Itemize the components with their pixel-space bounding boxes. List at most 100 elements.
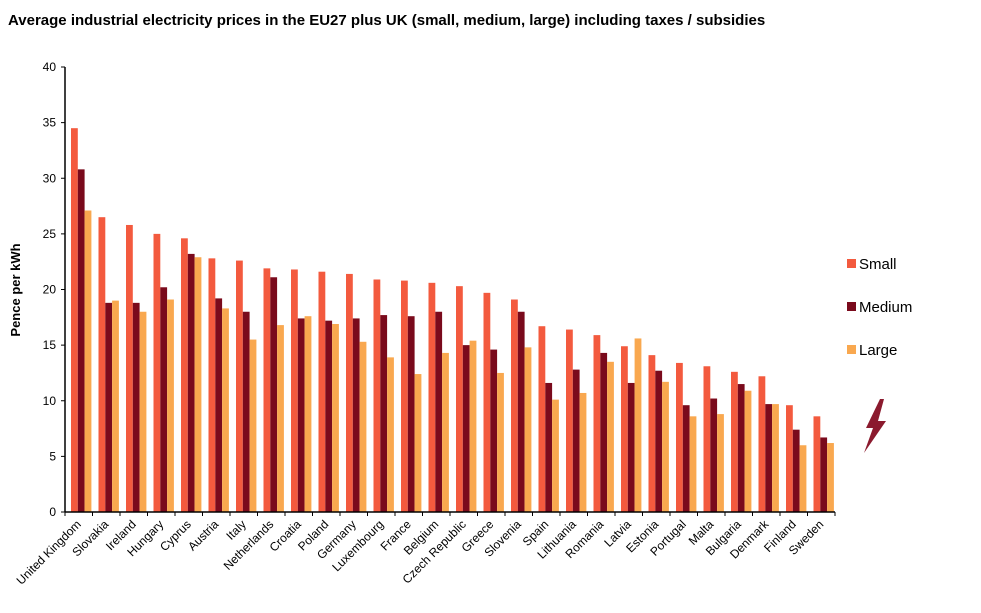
legend-label-small: Small [859, 256, 897, 273]
bar-small [181, 238, 188, 512]
bar-medium [270, 277, 278, 512]
bar-small [566, 329, 573, 512]
bar-medium [380, 315, 388, 512]
bar-small [428, 282, 436, 512]
x-tick-label: Cyprus [157, 517, 194, 554]
bar-small [98, 217, 106, 512]
bar-small [511, 299, 518, 512]
y-tick-label: 30 [43, 171, 57, 185]
bar-small [318, 271, 326, 512]
bar-large [442, 352, 449, 512]
bar-large [524, 347, 532, 512]
legend-swatch-small [847, 259, 856, 268]
bar-medium [160, 287, 168, 512]
bar-medium [600, 352, 608, 512]
bar-medium [462, 345, 470, 512]
bar-medium [215, 298, 223, 512]
legend-label-medium: Medium [859, 299, 912, 316]
bar-medium [325, 320, 333, 512]
bar-large [579, 392, 587, 512]
bar-medium [765, 404, 773, 512]
bar-small [483, 292, 491, 512]
bar-large [304, 316, 312, 512]
x-tick-label: Croatia [267, 517, 304, 554]
bar-medium [297, 318, 305, 512]
bar-large [662, 381, 669, 512]
legend-swatch-large [847, 345, 856, 354]
bar-medium [820, 437, 828, 512]
bar-medium [407, 316, 415, 512]
bar-small [813, 416, 821, 512]
bars-layer [71, 128, 834, 512]
y-axis-label: Pence per kWh [8, 243, 23, 336]
bar-large [717, 414, 724, 512]
bar-small [758, 376, 766, 512]
bar-small [263, 268, 271, 512]
bar-large [222, 308, 229, 512]
bar-large [799, 445, 807, 512]
bar-small [153, 233, 161, 512]
y-tick-label: 40 [43, 60, 57, 74]
bar-large [84, 210, 92, 512]
y-tick-label: 20 [43, 283, 57, 297]
bar-small [346, 273, 353, 512]
bar-large [744, 390, 752, 512]
bar-large [194, 257, 202, 512]
bar-large [827, 443, 834, 512]
bar-medium [737, 384, 745, 512]
bar-medium [187, 253, 195, 512]
bar-small [703, 366, 711, 512]
chart-title: Average industrial electricity prices in… [8, 12, 766, 29]
legend: Small Medium Large [847, 256, 912, 359]
bar-small [676, 362, 683, 512]
bar-small [373, 279, 381, 512]
bar-medium [545, 382, 553, 512]
bar-large [167, 299, 174, 512]
bar-large [497, 372, 504, 512]
bar-medium [792, 429, 800, 512]
bar-large [414, 374, 422, 512]
bar-small [236, 260, 243, 512]
bar-large [332, 323, 339, 512]
y-tick-label: 0 [49, 505, 56, 519]
bar-large [772, 404, 779, 512]
y-tick-label: 15 [43, 338, 57, 352]
bar-small [208, 258, 216, 512]
bar-medium [132, 302, 140, 512]
bar-medium [105, 302, 113, 512]
bar-medium [572, 369, 580, 512]
bar-small [401, 280, 408, 512]
bar-small [456, 286, 463, 512]
y-tick-label: 25 [43, 227, 57, 241]
bar-large [112, 300, 119, 512]
bar-small [291, 269, 298, 512]
bar-small [126, 224, 133, 512]
bar-medium [627, 382, 635, 512]
bar-medium [352, 318, 360, 512]
bar-large [634, 338, 642, 512]
bar-medium [655, 370, 663, 512]
y-tick-label: 5 [49, 449, 56, 463]
legend-swatch-medium [847, 302, 856, 311]
y-tick-label: 35 [43, 116, 57, 130]
lightning-bolt-icon [864, 399, 886, 453]
bar-small [648, 355, 656, 512]
bar-small [621, 346, 628, 512]
bar-medium [242, 311, 250, 512]
bar-large [689, 416, 697, 512]
bar-large [469, 340, 477, 512]
bar-large [249, 339, 257, 512]
bar-small [593, 335, 601, 512]
bar-small [786, 405, 793, 512]
x-tick-label: Austria [185, 517, 222, 554]
bar-large [277, 325, 284, 512]
legend-label-large: Large [859, 342, 897, 359]
bar-small [731, 371, 738, 512]
bar-medium [435, 311, 443, 512]
bar-large [139, 311, 147, 512]
bar-large [552, 399, 559, 512]
bar-large [607, 361, 614, 512]
bar-large [387, 357, 394, 512]
bar-medium [490, 349, 498, 512]
